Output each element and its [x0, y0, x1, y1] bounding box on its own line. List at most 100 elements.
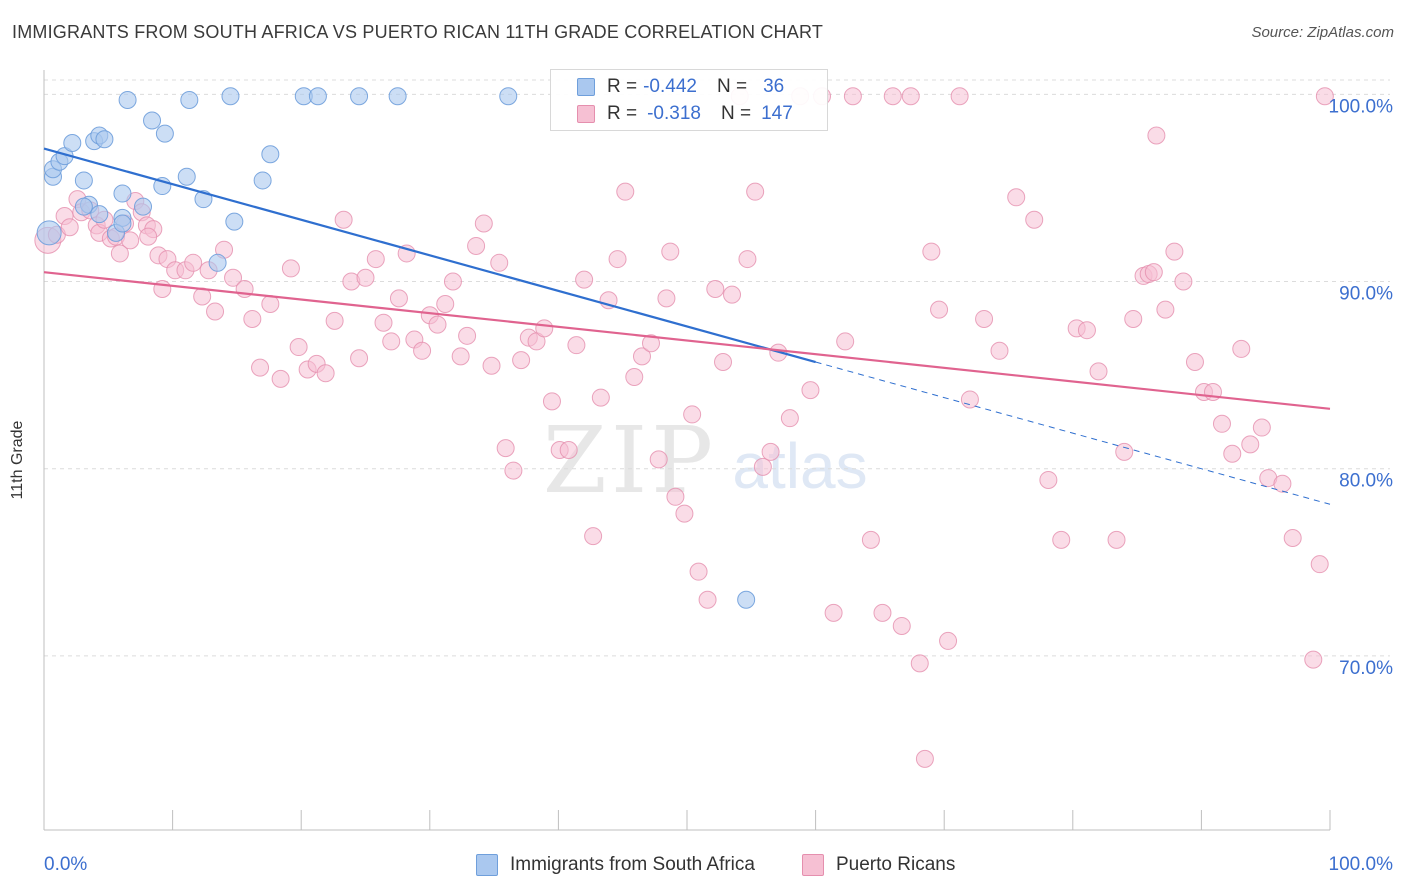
legend-swatch-pink: [577, 105, 595, 123]
legend-label-south-africa: Immigrants from South Africa: [510, 854, 755, 875]
puerto-rican-point: [325, 311, 344, 330]
puerto-rican-point: [930, 300, 949, 319]
puerto-rican-point: [657, 289, 676, 308]
puerto-rican-point: [1283, 528, 1302, 547]
puerto-rican-point: [535, 319, 554, 338]
puerto-rican-point: [801, 381, 820, 400]
watermark-atlas: atlas: [732, 430, 867, 502]
puerto-rican-point: [1007, 188, 1026, 207]
puerto-rican-point: [843, 87, 862, 106]
puerto-rican-point: [334, 210, 353, 229]
puerto-rican-point: [281, 259, 300, 278]
puerto-rican-point: [738, 250, 757, 269]
puerto-rican-point: [559, 441, 578, 459]
south-africa-point: [208, 253, 227, 272]
puerto-rican-point: [950, 87, 969, 106]
puerto-rican-point: [413, 341, 432, 360]
puerto-rican-point: [1025, 210, 1044, 229]
puerto-rican-point: [224, 268, 243, 287]
puerto-rican-point: [1315, 87, 1334, 106]
puerto-rican-point: [714, 353, 733, 372]
correlation-legend: R = -0.442 N = 36 R = -0.318 N = 147: [550, 69, 828, 131]
south-africa-point: [388, 87, 407, 106]
source-credit: Source: ZipAtlas.com: [1251, 24, 1394, 41]
south-africa-trendline: [43, 147, 816, 364]
puerto-rican-point: [110, 244, 129, 263]
puerto-rican-point: [861, 530, 880, 549]
south-africa-point: [253, 171, 272, 190]
puerto-rican-point: [482, 356, 501, 375]
south-africa-point: [118, 90, 137, 109]
puerto-rican-point: [689, 562, 708, 581]
puerto-rican-point: [649, 450, 668, 469]
puerto-rican-point: [356, 268, 375, 287]
puerto-rican-point: [836, 332, 855, 351]
puerto-rican-point: [243, 309, 262, 328]
puerto-rican-point: [1185, 353, 1204, 372]
legend-item-south-africa[interactable]: Immigrants from South Africa: [476, 852, 755, 878]
puerto-rican-point: [567, 336, 586, 355]
south-africa-trendline-extension: [815, 361, 1331, 505]
puerto-rican-point: [683, 405, 702, 424]
puerto-rican-point: [542, 392, 561, 411]
legend-item-puerto-ricans[interactable]: Puerto Ricans: [802, 852, 955, 878]
puerto-rican-point: [374, 313, 393, 332]
puerto-rican-point: [824, 603, 843, 622]
puerto-rican-point: [1174, 272, 1193, 291]
puerto-rican-point: [761, 442, 780, 461]
puerto-rican-point: [661, 242, 680, 261]
puerto-rican-point: [206, 302, 225, 321]
puerto-rican-point: [939, 631, 958, 650]
puerto-rican-point: [960, 390, 979, 409]
legend-row-puerto-rican: R = -0.318 N = 147: [577, 102, 793, 126]
puerto-rican-point: [389, 289, 408, 308]
legend-n-label: N =: [720, 103, 752, 124]
puerto-rican-point: [1039, 470, 1058, 489]
puerto-rican-point: [1232, 339, 1251, 358]
south-africa-point: [499, 87, 518, 106]
puerto-rican-point: [975, 309, 994, 328]
puerto-rican-point: [428, 315, 447, 334]
puerto-rican-point: [1165, 242, 1184, 261]
puerto-rican-point: [698, 590, 717, 609]
south-africa-point: [180, 90, 199, 109]
puerto-rican-point: [575, 270, 594, 289]
puerto-rican-point: [474, 214, 493, 233]
puerto-rican-point: [591, 388, 610, 407]
puerto-rican-point: [261, 294, 280, 313]
south-africa-point: [113, 184, 132, 203]
puerto-rican-point: [675, 504, 694, 523]
puerto-rican-point: [316, 364, 335, 383]
south-africa-point: [74, 197, 93, 216]
puerto-rican-point: [289, 338, 308, 357]
south-africa-point: [308, 87, 327, 106]
watermark: ZIP atlas: [543, 407, 868, 514]
puerto-rican-point: [901, 87, 920, 106]
south-africa-point: [143, 111, 162, 130]
puerto-rican-point: [366, 250, 385, 269]
puerto-rican-point: [1241, 435, 1260, 454]
puerto-rican-point: [1273, 474, 1292, 493]
legend-r-value: -0.442: [643, 76, 697, 97]
x-tick-label: 0.0%: [44, 854, 87, 875]
puerto-rican-point: [184, 253, 203, 272]
puerto-rican-point: [1304, 650, 1323, 669]
puerto-rican-point: [458, 326, 477, 345]
puerto-rican-point: [1212, 414, 1231, 433]
puerto-rican-point: [1223, 444, 1242, 463]
legend-swatch-blue: [476, 854, 498, 876]
puerto-rican-point: [780, 409, 799, 428]
puerto-rican-point: [504, 461, 523, 480]
south-africa-point: [90, 205, 109, 224]
legend-r-label: R =: [607, 103, 638, 124]
puerto-rican-point: [121, 231, 140, 250]
legend-row-south-africa: R = -0.442 N = 36: [577, 75, 784, 99]
puerto-rican-point: [608, 250, 627, 269]
legend-swatch-pink: [802, 854, 824, 876]
puerto-rican-point: [496, 439, 515, 458]
puerto-rican-point: [892, 616, 911, 635]
puerto-rican-point: [723, 285, 742, 304]
puerto-rican-point: [584, 527, 603, 546]
puerto-rican-point: [1124, 309, 1143, 328]
chart-title: IMMIGRANTS FROM SOUTH AFRICA VS PUERTO R…: [12, 22, 824, 42]
